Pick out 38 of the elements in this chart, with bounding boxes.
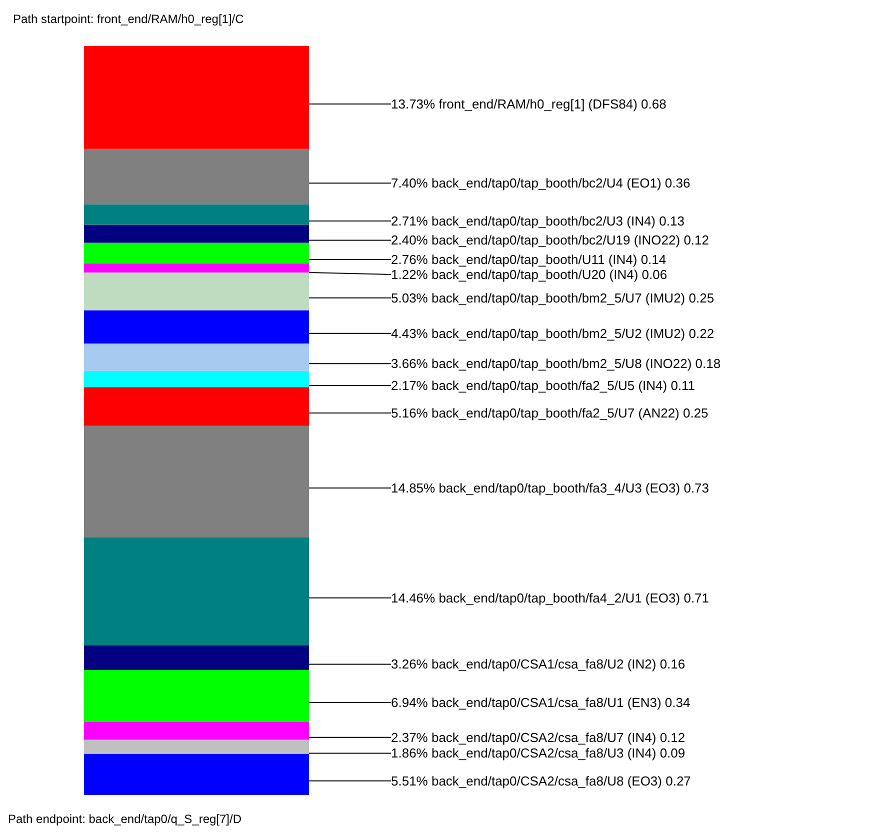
bar (84, 148, 309, 204)
data-label: 6.94% back_end/tap0/CSA1/csa_fa8/U1 (EN3) 0.34 (391, 694, 690, 710)
bar (84, 263, 309, 273)
bar (84, 722, 309, 740)
bar (84, 670, 309, 722)
bar (84, 242, 309, 264)
text: Path endpoint: back_end/tap0/q_S_reg[7]/D (8, 812, 242, 826)
data-label: 7.40% back_end/tap0/tap_booth/bc2/U4 (EO1) 0.36 (391, 176, 690, 191)
bar (84, 310, 309, 344)
data-label: 5.51% back_end/tap0/CSA2/csa_fa8/U8 (EO3) 0.27 (391, 773, 691, 788)
data-label: 13.73% front_end/RAM/h0_reg[1] (DFS84) 0.68 (391, 96, 666, 112)
bar (84, 272, 309, 310)
data-label: 2.40% back_end/tap0/tap_booth/bc2/U19 (INO22) 0.12 (391, 232, 709, 248)
bar (84, 224, 309, 243)
data-label: 2.17% back_end/tap0/tap_booth/fa2_5/U5 (IN4) 0.11 (391, 378, 696, 394)
bar (84, 740, 309, 754)
bar (84, 370, 309, 388)
data-label: 3.26% back_end/tap0/CSA1/csa_fa8/U2 (IN2) 0.16 (391, 656, 686, 672)
bar (84, 754, 309, 795)
chart-title: Path startpoint: front_end/RAM/h0_reg[1]/C (13, 12, 244, 26)
data-label: 4.43% back_end/tap0/tap_booth/bm2_5/U2 (IMU2) 0.22 (391, 326, 714, 341)
data-label: 2.37% back_end/tap0/CSA2/csa_fa8/U7 (IN4) 0.12 (391, 730, 686, 745)
data-label: 14.85% back_end/tap0/tap_booth/fa3_4/U3 (EO3) 0.73 (391, 480, 710, 496)
data-label: 5.16% back_end/tap0/tap_booth/fa2_5/U7 (AN22) 0.25 (391, 405, 708, 420)
data-label: 1.86% back_end/tap0/CSA2/csa_fa8/U3 (IN4) 0.09 (391, 746, 686, 761)
bar (84, 537, 309, 646)
data-label: 14.46% back_end/tap0/tap_booth/fa4_2/U1 (EO3) 0.71 (391, 590, 710, 606)
data-label: 3.66% back_end/tap0/tap_booth/bm2_5/U8 (INO22) 0.18 (391, 356, 721, 372)
bar (84, 46, 309, 149)
bar (84, 204, 309, 225)
bar (84, 646, 309, 670)
data-label: 2.71% back_end/tap0/tap_booth/bc2/U3 (IN4) 0.13 (391, 214, 684, 229)
data-label: 5.03% back_end/tap0/tap_booth/bm2_5/U7 (IMU2) 0.25 (391, 290, 714, 306)
bar (84, 426, 309, 538)
bar (84, 343, 309, 371)
data-label: 2.76% back_end/tap0/tap_booth/U11 (IN4) 0.14 (391, 252, 666, 268)
data-label: 1.22% back_end/tap0/tap_booth/U20 (IN4) 0.06 (391, 266, 668, 282)
bar (84, 387, 309, 426)
